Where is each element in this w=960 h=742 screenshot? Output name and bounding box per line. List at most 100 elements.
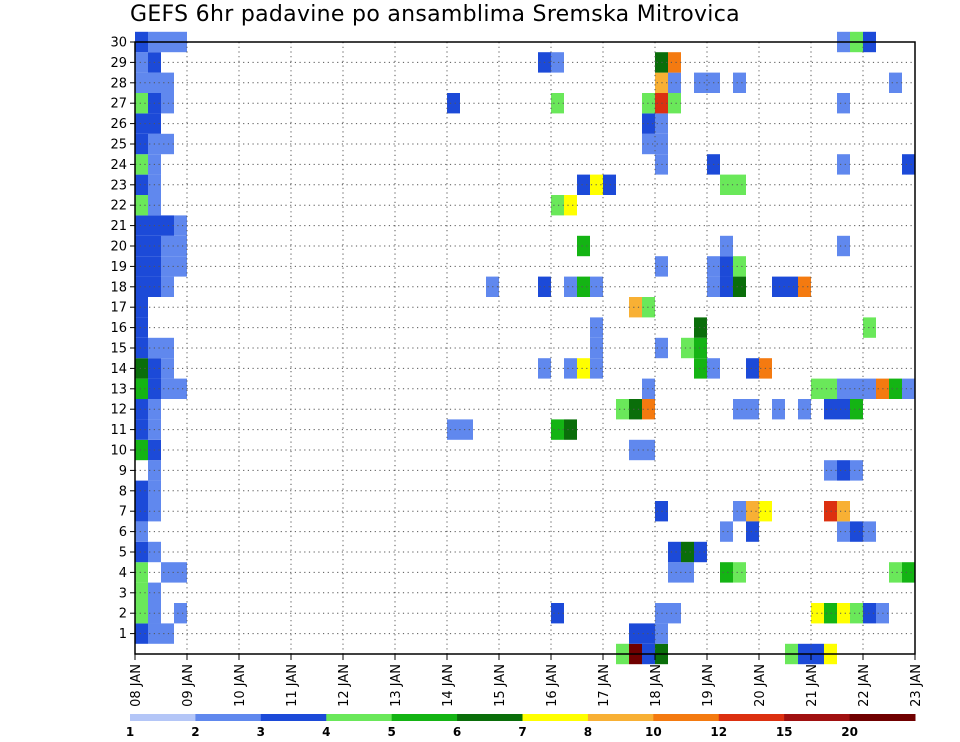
y-tick-label: 21 [110,219,127,234]
heatmap-cell [135,317,148,338]
heatmap-cell [720,562,733,583]
x-tick-label: 13 JAN [389,664,404,707]
heatmap-cell [135,541,148,563]
legend-swatch [522,714,589,721]
heatmap-cell [135,174,148,195]
y-tick-label: 6 [119,525,127,540]
x-tick-label: 09 JAN [181,664,196,707]
heatmap-cell [837,603,850,624]
heatmap-cell [837,399,850,420]
heatmap-cell [161,93,174,114]
heatmap-cell [668,562,681,583]
y-tick-label: 3 [119,586,127,601]
heatmap-cell [135,154,148,175]
x-tick-label: 08 JAN [129,664,144,707]
heatmap-cell [161,72,174,93]
heatmap-cell [733,501,746,522]
y-tick-label: 22 [110,199,127,214]
heatmap-cell [460,419,473,440]
heatmap-cell [135,93,148,114]
heatmap-cell [174,215,187,236]
color-legend: 1 2 3 4 5 6 7 8 10 12 15 20 [126,714,916,739]
y-tick-label: 12 [110,403,127,418]
heatmap-cell [161,337,174,359]
heatmap-cell [733,72,746,93]
heatmap-cell [135,623,148,644]
heatmap-cell [551,93,564,114]
heatmap-cell [564,358,577,379]
legend-label: 6 [453,725,461,739]
heatmap-cell [668,52,681,73]
heatmap-cell [447,419,460,440]
heatmap-cell [902,562,915,583]
heatmap-cell [135,582,148,603]
heatmap-cell [629,439,642,461]
legend-label: 8 [584,725,592,739]
heatmap-cell [850,603,863,624]
y-tick-label: 8 [119,484,127,499]
x-tick-label: 17 JAN [597,664,612,707]
heatmap-cell [785,276,798,297]
heatmap-cell [161,276,174,297]
heatmap-cell [135,419,148,440]
heatmap-cell [135,113,148,134]
y-tick-label: 20 [110,240,127,255]
heatmap-cell [616,399,629,420]
y-tick-label: 13 [110,382,127,397]
heatmap-cell [798,399,811,420]
legend-label: 3 [257,725,265,739]
heatmap-cell [135,562,148,583]
heatmap-cell [850,521,863,542]
heatmap-cell [837,378,850,399]
heatmap-cell [551,52,564,73]
chart-title: GEFS 6hr padavine po ansamblima Sremska … [130,2,740,27]
heatmap-cell [135,399,148,420]
heatmap-cell [824,603,837,624]
legend-label: 15 [776,725,793,739]
heatmap-cell [863,521,876,542]
heatmap-cell [837,521,850,542]
heatmap-cell [135,521,148,542]
heatmap-cell [135,603,148,624]
heatmap-cell [161,215,174,236]
x-tick-label: 12 JAN [337,664,352,707]
heatmap-cell [824,460,837,481]
heatmap-cell [668,72,681,93]
heatmap-cell [629,297,642,318]
heatmap-cell [720,276,733,297]
heatmap-cell [824,501,837,522]
y-tick-label: 30 [110,36,127,51]
heatmap-cell [850,399,863,420]
heatmap-cell [135,337,148,359]
heatmap-cell [837,501,850,522]
y-tick-label: 2 [119,607,127,622]
heatmap-cell [668,603,681,624]
heatmap-cell [577,358,590,379]
heatmap-cell [863,378,876,399]
heatmap-cell [720,174,733,195]
heatmap-cell [746,399,759,420]
heatmap-cell [135,235,148,257]
heatmap-cell [174,603,187,624]
y-tick-label: 10 [110,444,127,459]
heatmap-cell [135,501,148,522]
y-tick-label: 1 [119,627,127,642]
legend-swatch [718,714,785,721]
x-tick-label: 16 JAN [545,664,560,707]
y-tick-label: 17 [110,301,127,316]
heatmap-cell [629,399,642,420]
heatmap-cell [668,541,681,563]
grid-lines [135,41,915,654]
legend-swatch [849,714,916,721]
legend-label: 12 [710,725,727,739]
y-tick-label: 23 [110,178,127,193]
heatmap-cell [863,603,876,624]
y-tick-label: 26 [110,117,127,132]
legend-swatch [195,714,262,721]
heatmap-cell [161,358,174,379]
x-tick-label: 11 JAN [285,664,300,707]
x-tick-label: 23 JAN [909,664,924,707]
heatmap-cell [720,256,733,277]
heatmap-cell [681,337,694,359]
heatmap-cell [135,215,148,236]
